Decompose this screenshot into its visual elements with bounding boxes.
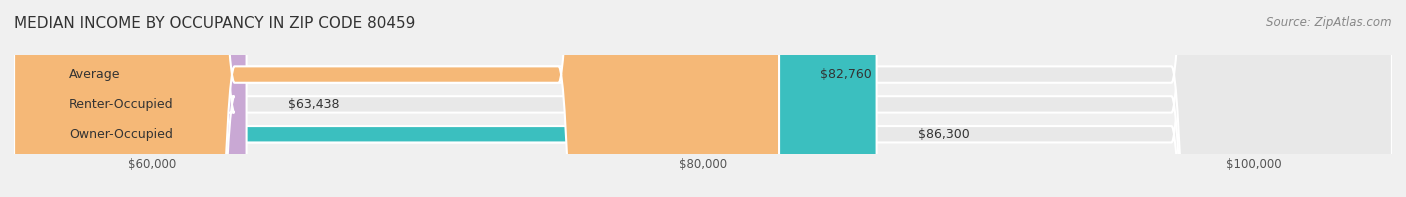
FancyBboxPatch shape [14, 0, 1392, 197]
FancyBboxPatch shape [14, 0, 246, 197]
Text: $86,300: $86,300 [918, 128, 970, 141]
Text: Source: ZipAtlas.com: Source: ZipAtlas.com [1267, 16, 1392, 29]
Text: Average: Average [69, 68, 121, 81]
FancyBboxPatch shape [14, 0, 779, 197]
FancyBboxPatch shape [14, 0, 1392, 197]
FancyBboxPatch shape [14, 0, 1392, 197]
Text: Owner-Occupied: Owner-Occupied [69, 128, 173, 141]
Text: Renter-Occupied: Renter-Occupied [69, 98, 174, 111]
Text: $82,760: $82,760 [820, 68, 872, 81]
FancyBboxPatch shape [14, 0, 876, 197]
Text: MEDIAN INCOME BY OCCUPANCY IN ZIP CODE 80459: MEDIAN INCOME BY OCCUPANCY IN ZIP CODE 8… [14, 16, 415, 31]
Text: $63,438: $63,438 [288, 98, 339, 111]
